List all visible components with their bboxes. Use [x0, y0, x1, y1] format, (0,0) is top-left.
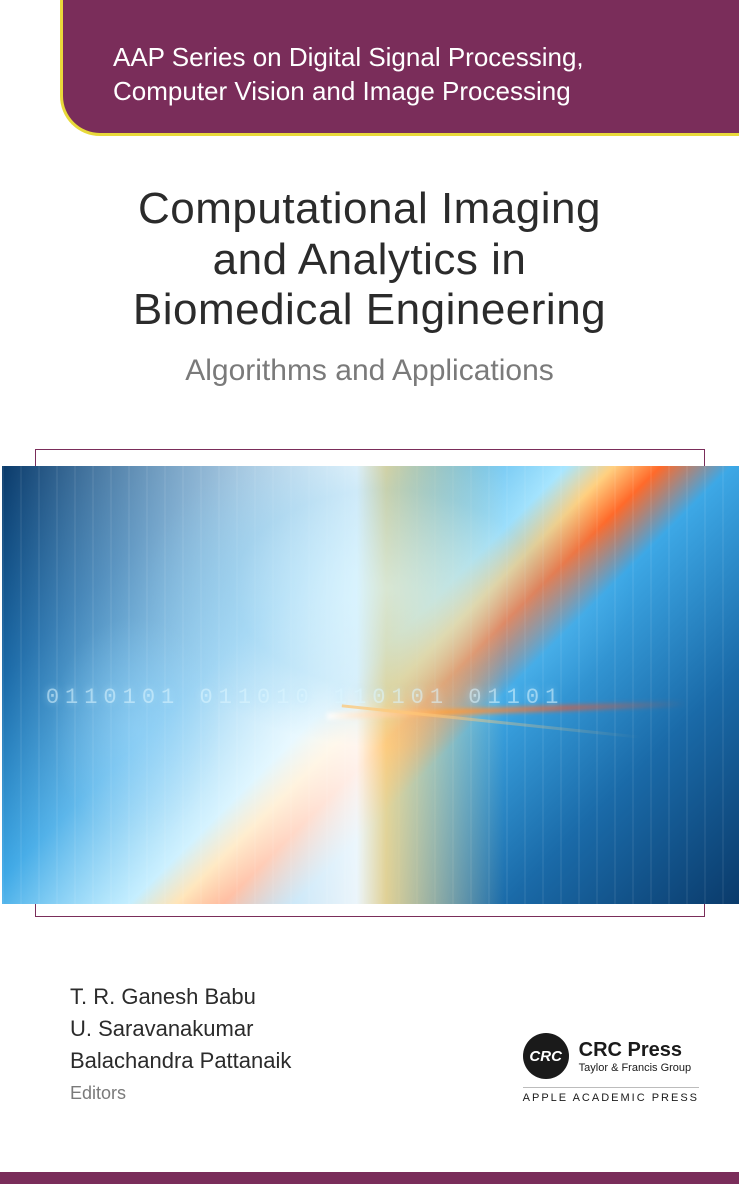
editor-name: Balachandra Pattanaik [70, 1045, 291, 1077]
publisher-row: CRC CRC Press Taylor & Francis Group [523, 1033, 699, 1079]
title-line-2: and Analytics in [0, 235, 739, 286]
series-line-2: Computer Vision and Image Processing [113, 75, 739, 109]
subtitle: Algorithms and Applications [0, 354, 739, 388]
publisher-press: CRC Press [579, 1039, 691, 1062]
editor-name: U. Saravanakumar [70, 1013, 291, 1045]
hero-section [0, 438, 739, 928]
series-line-1: AAP Series on Digital Signal Processing, [113, 41, 739, 75]
publisher-text: CRC Press Taylor & Francis Group [579, 1039, 691, 1074]
publisher-imprint: APPLE ACADEMIC PRESS [523, 1087, 699, 1104]
editors-block: T. R. Ganesh Babu U. Saravanakumar Balac… [70, 981, 291, 1104]
hero-frame [35, 449, 705, 917]
editors-label: Editors [70, 1083, 291, 1104]
crc-badge-icon: CRC [523, 1033, 569, 1079]
title-block: Computational Imaging and Analytics in B… [0, 184, 739, 388]
publisher-group: Taylor & Francis Group [579, 1062, 691, 1074]
editor-name: T. R. Ganesh Babu [70, 981, 291, 1013]
hero-flare [327, 701, 687, 720]
title-line-3: Biomedical Engineering [0, 285, 739, 336]
bottom-rule [0, 1172, 739, 1184]
series-banner: AAP Series on Digital Signal Processing,… [60, 0, 739, 136]
title-line-1: Computational Imaging [0, 184, 739, 235]
publisher-block: CRC CRC Press Taylor & Francis Group APP… [523, 1033, 699, 1104]
hero-image [2, 466, 739, 904]
